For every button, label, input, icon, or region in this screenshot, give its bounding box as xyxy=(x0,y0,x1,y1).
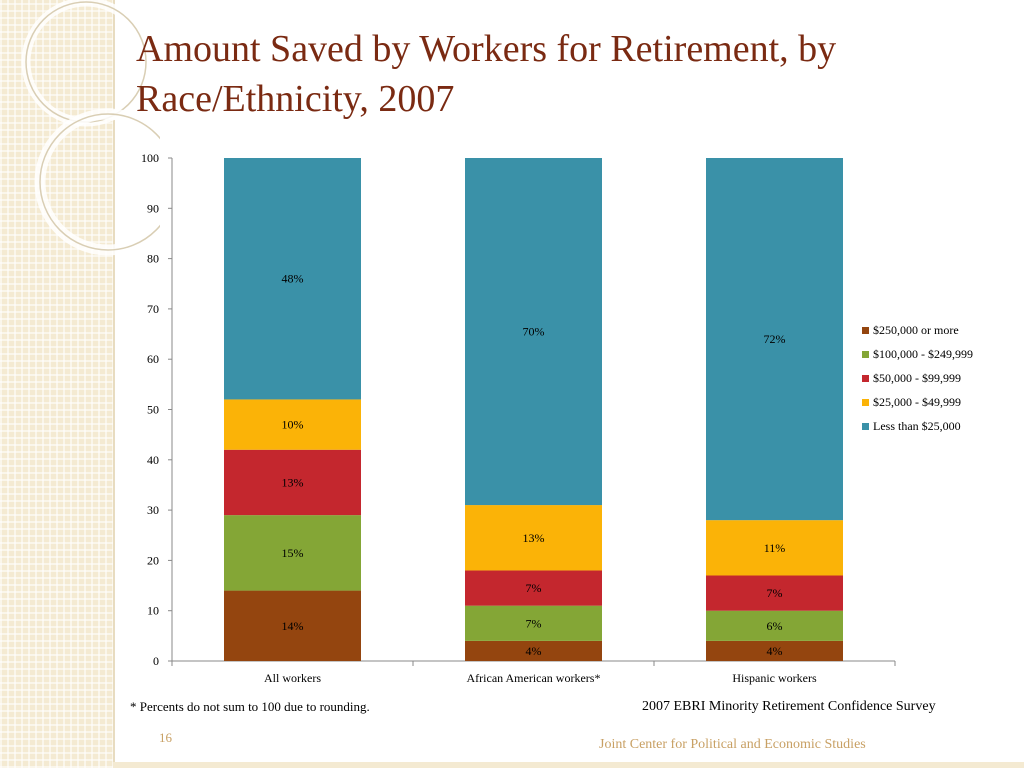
legend-swatch xyxy=(862,374,869,382)
y-tick-label: 90 xyxy=(147,201,159,215)
data-label: 7% xyxy=(526,581,542,595)
legend-item: $25,000 - $49,999 xyxy=(862,390,973,414)
data-label: 7% xyxy=(767,586,783,600)
y-tick-label: 10 xyxy=(147,604,159,618)
source-note: 2007 EBRI Minority Retirement Confidence… xyxy=(642,699,936,714)
bar-segment xyxy=(706,610,843,641)
y-tick-label: 60 xyxy=(147,352,159,366)
legend-item: $50,000 - $99,999 xyxy=(862,366,973,390)
bar-segment xyxy=(706,640,843,661)
bar-segment xyxy=(224,590,361,661)
bar-segment xyxy=(706,158,843,521)
data-label: 70% xyxy=(523,325,545,339)
legend-label: Less than $25,000 xyxy=(873,418,961,433)
page-number: 16 xyxy=(159,730,172,745)
legend-swatch xyxy=(862,422,869,430)
y-tick-label: 40 xyxy=(147,453,159,467)
bar-segment xyxy=(465,505,602,571)
bar-segment xyxy=(224,399,361,450)
stacked-bar-chart: 0 10 20 30 40 50 60 70 80 90 100 14% 15% 13% 10% 48% All… xyxy=(141,151,896,685)
legend-label: $25,000 - $49,999 xyxy=(873,394,961,409)
organization-footer: Joint Center for Political and Economic … xyxy=(599,737,866,752)
footnote: * Percents do not sum to 100 due to roun… xyxy=(130,699,370,714)
bar-segment xyxy=(706,520,843,576)
data-label: 14% xyxy=(282,619,304,633)
decorative-side-band xyxy=(0,0,115,768)
y-tick-label: 70 xyxy=(147,302,159,316)
legend-swatch xyxy=(862,350,869,358)
bar-segment xyxy=(465,640,602,661)
bar-segment xyxy=(465,158,602,506)
chart-legend: $250,000 or more $100,000 - $249,999 $50,0… xyxy=(862,318,973,438)
x-category-label: All workers xyxy=(264,671,321,685)
bar-segment xyxy=(224,158,361,400)
y-tick-label: 100 xyxy=(141,151,159,165)
data-label: 10% xyxy=(282,418,304,432)
y-tick-label: 20 xyxy=(147,553,159,567)
y-tick-label: 0 xyxy=(153,654,159,668)
data-label: 7% xyxy=(526,616,542,630)
data-label: 13% xyxy=(282,475,304,489)
bar-segment xyxy=(224,515,361,591)
legend-label: $50,000 - $99,999 xyxy=(873,370,961,385)
legend-swatch xyxy=(862,326,869,334)
legend-item: $250,000 or more xyxy=(862,318,973,342)
decorative-circles xyxy=(21,0,160,256)
y-tick-label: 50 xyxy=(147,403,159,417)
legend-swatch xyxy=(862,398,869,406)
bar-segment xyxy=(465,570,602,606)
data-label: 11% xyxy=(764,541,786,555)
y-tick-label: 80 xyxy=(147,252,159,266)
x-category-label: Hispanic workers xyxy=(732,671,817,685)
slide-title: Amount Saved by Workers for Retirement, … xyxy=(136,28,837,120)
bar-segment xyxy=(224,449,361,516)
legend-label: $250,000 or more xyxy=(873,322,959,337)
data-label: 48% xyxy=(282,272,304,286)
bar-segment xyxy=(706,575,843,611)
data-label: 6% xyxy=(767,619,783,633)
legend-label: $100,000 - $249,999 xyxy=(873,346,973,361)
data-label: 15% xyxy=(282,546,304,560)
bar-segment xyxy=(465,605,602,641)
y-tick-label: 30 xyxy=(147,503,159,517)
legend-item: Less than $25,000 xyxy=(862,414,973,438)
data-label: 4% xyxy=(526,644,542,658)
data-label: 72% xyxy=(764,332,786,346)
decorative-bottom-band xyxy=(113,762,1024,768)
legend-item: $100,000 - $249,999 xyxy=(862,342,973,366)
data-label: 4% xyxy=(767,644,783,658)
data-label: 13% xyxy=(523,531,545,545)
x-category-label: African American workers* xyxy=(467,671,601,685)
